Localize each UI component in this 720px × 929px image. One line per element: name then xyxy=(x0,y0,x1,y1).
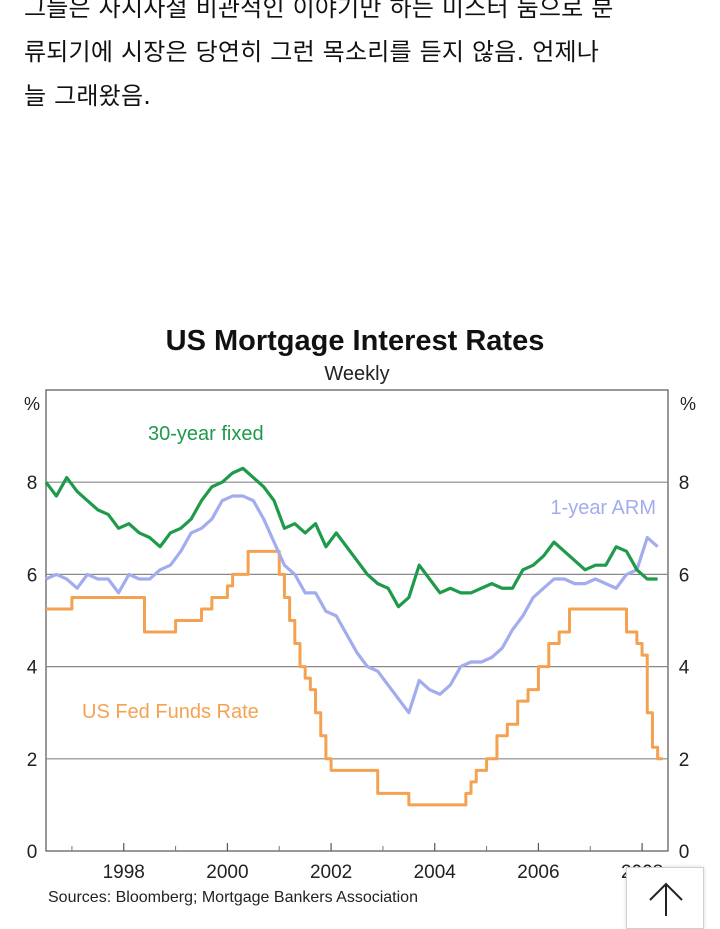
annotation-fed-funds: US Fed Funds Rate xyxy=(82,701,259,723)
annotation-30yr-fixed: 30-year fixed xyxy=(148,423,264,445)
series-line-30yr-fixed xyxy=(44,466,658,609)
article-text: 그들은 사시사철 비관적인 이야기만 하는 미스터 둠으로 분 류되기에 시장은… xyxy=(24,0,696,118)
y-tick-label-left: 4 xyxy=(27,658,38,679)
series-line-1yr-arm xyxy=(45,494,659,715)
chart-subtitle: Weekly xyxy=(324,363,389,385)
y-tick-label-left: 6 xyxy=(27,565,38,586)
article-line-1: 그들은 사시사철 비관적인 이야기만 하는 미스터 둠으로 분 xyxy=(24,0,614,22)
y-tick-label-left: 0 xyxy=(27,842,38,863)
y-tick-label-left: 8 xyxy=(27,473,38,494)
x-tick-label: 2006 xyxy=(517,862,559,883)
article-line-3: 늘 그래왔음. xyxy=(24,82,152,110)
y-tick-label-right: 6 xyxy=(679,565,690,586)
y-tick-label-left: 2 xyxy=(27,750,38,771)
mortgage-chart: US Mortgage Interest Rates Weekly % % So… xyxy=(0,318,720,925)
x-tick-label: 2000 xyxy=(206,862,248,883)
y-tick-label-right: 4 xyxy=(679,658,690,679)
plot-frame xyxy=(45,389,669,852)
y-tick-label-right: 8 xyxy=(679,473,690,494)
chart-title: US Mortgage Interest Rates xyxy=(166,325,545,357)
scroll-to-top-button[interactable] xyxy=(626,867,704,929)
series-line-fed-funds xyxy=(46,549,663,807)
y-tick-label-right: 0 xyxy=(679,842,690,863)
x-tick-label: 2004 xyxy=(414,862,457,883)
y-axis-label-left: % xyxy=(24,394,40,414)
x-tick-label: 2002 xyxy=(310,862,352,883)
arrow-up-icon xyxy=(649,882,683,916)
y-axis-label-right: % xyxy=(680,394,696,414)
article-line-2: 류되기에 시장은 당연히 그런 목소리를 듣지 않음. 언제나 xyxy=(24,38,600,66)
chart-source: Sources: Bloomberg; Mortgage Bankers Ass… xyxy=(48,889,418,906)
y-tick-label-right: 2 xyxy=(679,750,690,771)
x-tick-label: 1998 xyxy=(103,862,145,883)
annotation-1yr-arm: 1-year ARM xyxy=(550,497,656,519)
chart-svg: US Mortgage Interest Rates Weekly % % So… xyxy=(24,325,696,906)
